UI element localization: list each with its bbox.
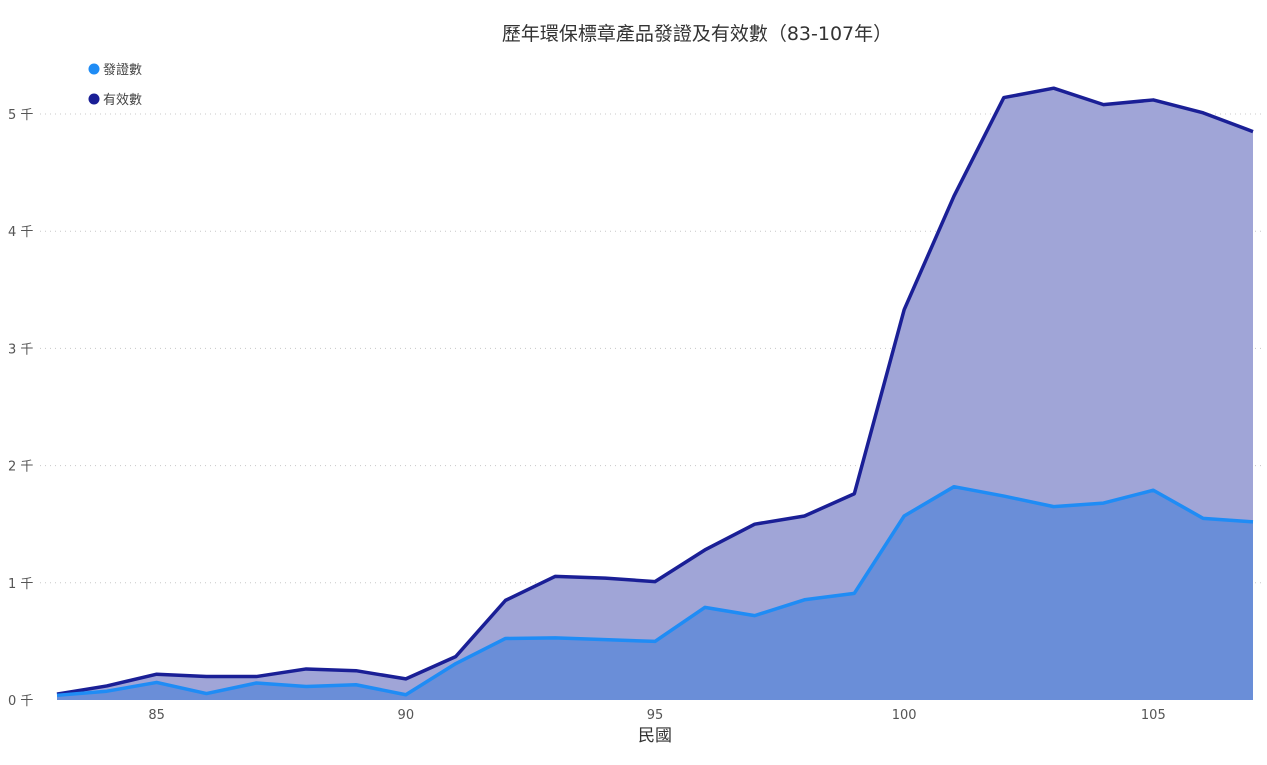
series-line-1 bbox=[56, 484, 1254, 698]
x-tick-label: 85 bbox=[148, 708, 165, 723]
series-lines bbox=[56, 86, 1254, 698]
series-areas bbox=[57, 88, 1253, 700]
legend-marker bbox=[88, 63, 100, 75]
x-axis-ticks: 85 90 95 100 105 bbox=[148, 708, 1165, 723]
x-tick-label: 105 bbox=[1141, 708, 1166, 723]
x-axis-label: 民國 bbox=[638, 726, 672, 746]
y-tick-label: 5 千 bbox=[8, 108, 33, 123]
legend-label: 發證數 bbox=[103, 62, 142, 78]
y-tick-label: 2 千 bbox=[8, 460, 33, 475]
x-tick-label: 95 bbox=[647, 708, 664, 723]
legend-label: 有效數 bbox=[103, 93, 142, 108]
series-area-1 bbox=[57, 486, 1253, 700]
x-tick-label: 100 bbox=[892, 708, 917, 723]
y-axis-ticks: 0 千 1 千 2 千 3 千 4 千 5 千 bbox=[8, 108, 33, 709]
chart-title: 歷年環保標章產品發證及有效數（83-107年） bbox=[502, 23, 892, 45]
legend-marker bbox=[88, 93, 100, 105]
y-tick-label: 1 千 bbox=[8, 577, 33, 592]
x-tick-label: 90 bbox=[398, 708, 415, 723]
y-tick-label: 4 千 bbox=[8, 225, 33, 240]
y-tick-label: 0 千 bbox=[8, 694, 33, 709]
series-line-0 bbox=[56, 86, 1254, 696]
y-tick-label: 3 千 bbox=[8, 342, 33, 357]
